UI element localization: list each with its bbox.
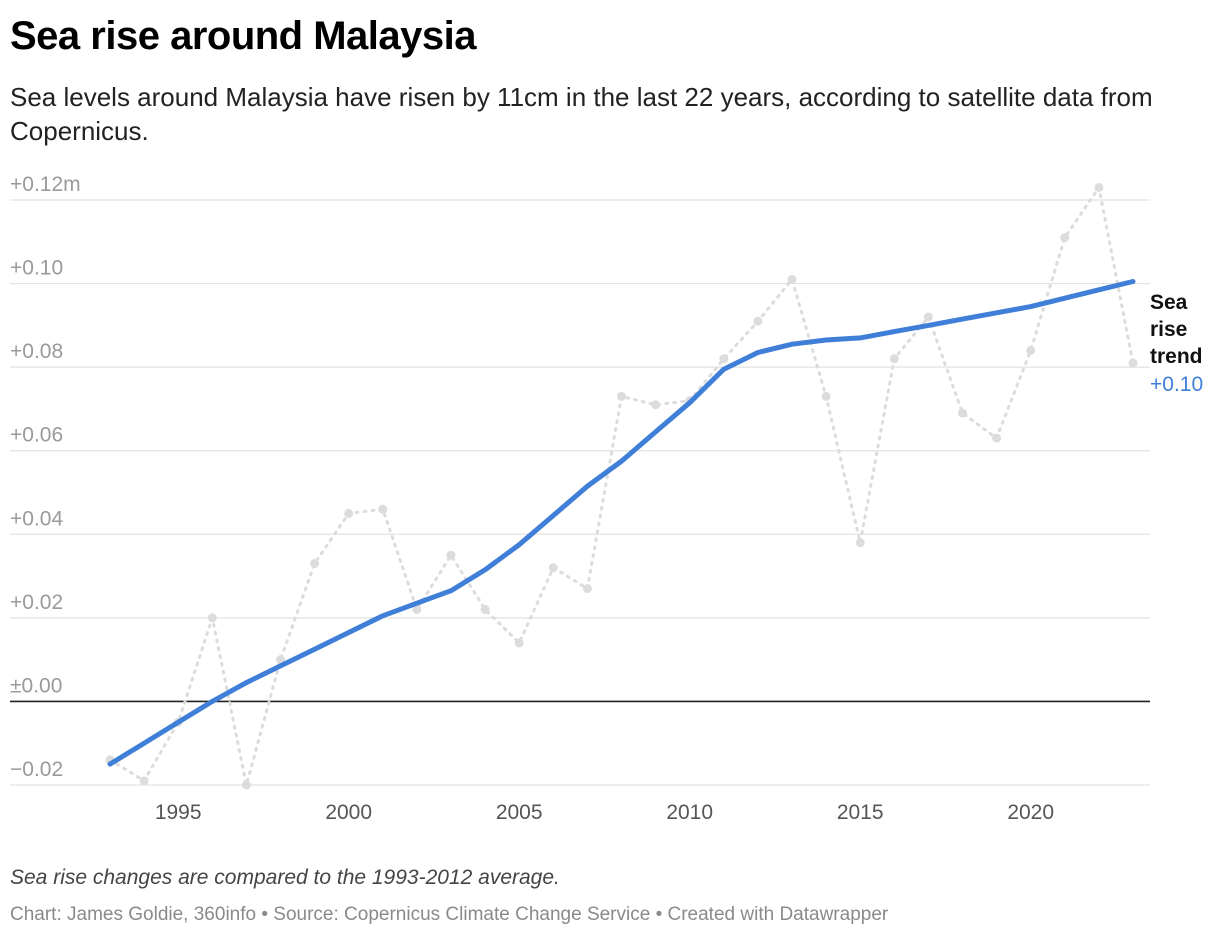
y-tick-label: +0.06 bbox=[10, 424, 63, 447]
chart-subtitle: Sea levels around Malaysia have risen by… bbox=[10, 82, 1153, 146]
annual-sea-level-point bbox=[923, 312, 933, 322]
annual-sea-level-point bbox=[1094, 182, 1104, 192]
annual-sea-level-point bbox=[1128, 358, 1138, 368]
x-tick-label: 2005 bbox=[496, 801, 543, 824]
y-tick-label: +0.12m bbox=[10, 173, 81, 196]
annual-sea-level-point bbox=[480, 605, 490, 614]
annual-sea-level-point bbox=[412, 605, 422, 614]
annual-sea-level-point bbox=[617, 391, 626, 401]
annual-sea-level-point bbox=[276, 655, 285, 665]
annual-sea-level-point bbox=[514, 638, 524, 648]
trend-annotation: Sea rise trend +0.10 bbox=[1150, 291, 1203, 396]
trend-label-line-1: Sea bbox=[1150, 291, 1188, 314]
chart-title: Sea rise around Malaysia bbox=[10, 14, 477, 58]
x-axis-ticks: 1995 2000 2005 2010 2015 2020 bbox=[155, 801, 1054, 824]
annual-sea-level-point bbox=[378, 504, 388, 514]
trend-label-line-3: trend bbox=[1150, 345, 1203, 368]
annual-sea-level-point bbox=[310, 559, 320, 569]
chart-credits: Chart: James Goldie, 360info • Source: C… bbox=[10, 904, 889, 925]
annual-sea-level-point bbox=[548, 563, 558, 573]
annual-sea-level-point bbox=[582, 584, 592, 594]
annual-sea-level-point bbox=[241, 780, 251, 790]
annual-sea-level-point bbox=[344, 508, 354, 518]
annual-sea-level-point bbox=[821, 391, 831, 401]
trend-value-label: +0.10 bbox=[1150, 373, 1203, 396]
annual-sea-level-point bbox=[992, 433, 1002, 443]
trend-label-line-2: rise bbox=[1150, 318, 1187, 341]
chart-note: Sea rise changes are compared to the 199… bbox=[10, 866, 560, 889]
annual-sea-level-point bbox=[207, 613, 217, 623]
y-tick-label: +0.10 bbox=[10, 257, 63, 280]
annual-sea-level-point bbox=[1060, 233, 1070, 243]
y-tick-label: +0.08 bbox=[10, 340, 63, 363]
annual-sea-level-point bbox=[1026, 345, 1036, 355]
annual-sea-level-point bbox=[719, 354, 729, 364]
gridlines bbox=[10, 199, 1150, 786]
annual-sea-level-point bbox=[889, 354, 899, 364]
x-tick-label: 2000 bbox=[325, 801, 372, 824]
y-tick-label: +0.02 bbox=[10, 591, 63, 614]
annual-sea-level-point bbox=[958, 408, 967, 418]
x-tick-label: 2015 bbox=[837, 801, 884, 824]
sea-rise-trend-line bbox=[107, 279, 1136, 767]
x-tick-label: 2010 bbox=[666, 801, 713, 824]
annual-sea-level-point bbox=[753, 316, 763, 326]
annual-sea-level-point bbox=[855, 538, 865, 548]
annual-sea-level-point bbox=[446, 550, 456, 560]
y-axis-ticks: −0.02 ±0.00 +0.02 +0.04 +0.06 +0.08 +0.10 +0.12… bbox=[10, 173, 81, 781]
series-layer bbox=[105, 182, 1138, 790]
x-tick-label: 1995 bbox=[155, 801, 202, 824]
x-tick-label: 2020 bbox=[1007, 801, 1054, 824]
y-tick-label: +0.04 bbox=[10, 507, 63, 530]
annual-sea-level-point bbox=[139, 776, 149, 786]
annual-sea-level-line bbox=[108, 183, 1135, 786]
annual-sea-level-point bbox=[787, 274, 797, 284]
y-tick-label: ±0.00 bbox=[10, 674, 62, 697]
annual-sea-level-point bbox=[651, 400, 661, 410]
y-tick-label: −0.02 bbox=[10, 758, 63, 781]
